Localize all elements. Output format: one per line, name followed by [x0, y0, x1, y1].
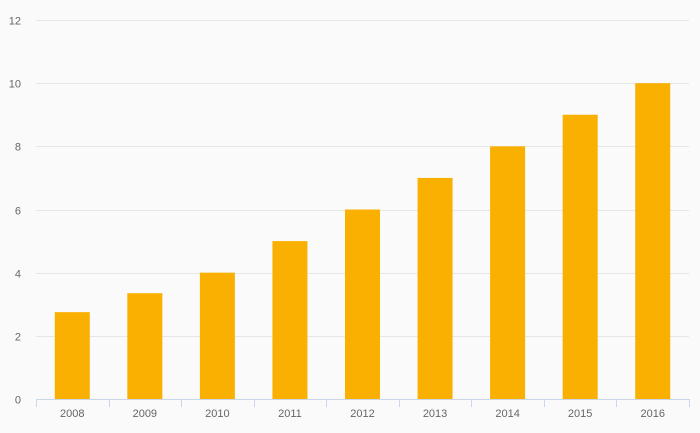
- bar-2013[interactable]: [417, 177, 453, 399]
- y-axis-tick-labels: 0 2 4 6 8 10 12: [9, 16, 21, 407]
- y-tick-label: 2: [15, 332, 21, 344]
- y-tick-label: 10: [9, 79, 21, 91]
- y-tick-label: 8: [15, 142, 21, 154]
- y-tick-label: 4: [15, 269, 21, 281]
- x-tick-label: 2012: [350, 408, 374, 420]
- bar-2009[interactable]: [127, 293, 163, 399]
- x-axis: [36, 399, 690, 407]
- x-axis-tick-labels: 2008 2009 2010 2011 2012 2013 2014 2015 2016: [60, 408, 665, 420]
- x-tick-label: 2014: [495, 408, 519, 420]
- y-tick-label: 0: [15, 395, 21, 407]
- x-tick-label: 2010: [205, 408, 229, 420]
- bar-2010[interactable]: [199, 272, 235, 399]
- x-tick-label: 2008: [60, 408, 84, 420]
- bar-2014[interactable]: [490, 146, 526, 399]
- x-tick-label: 2011: [278, 408, 302, 420]
- bar-2008[interactable]: [54, 312, 90, 399]
- y-tick-label: 12: [9, 16, 21, 28]
- y-tick-label: 6: [15, 206, 21, 218]
- bar-series: [54, 83, 671, 400]
- x-tick-label: 2009: [133, 408, 157, 420]
- bar-2016[interactable]: [635, 83, 671, 400]
- bar-2015[interactable]: [562, 114, 598, 399]
- x-tick-label: 2016: [640, 408, 664, 420]
- x-tick-label: 2015: [568, 408, 592, 420]
- bar-2011[interactable]: [272, 241, 308, 399]
- x-tick-label: 2013: [423, 408, 447, 420]
- bar-2012[interactable]: [345, 209, 380, 400]
